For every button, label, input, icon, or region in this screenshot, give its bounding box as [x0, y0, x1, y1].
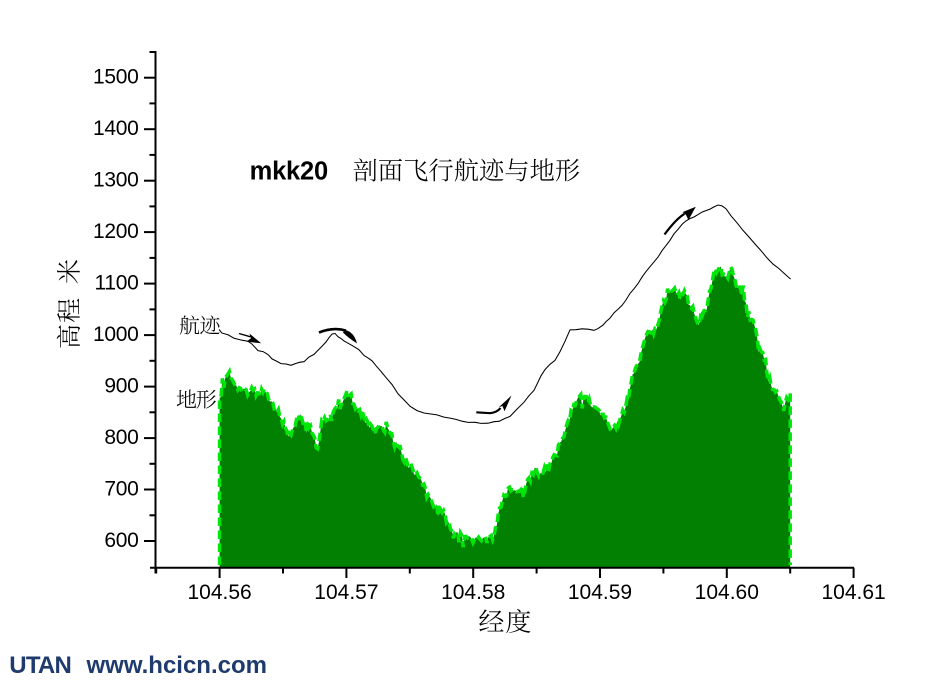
svg-text:104.57: 104.57 — [314, 581, 378, 604]
svg-text:UTAN: UTAN — [9, 652, 71, 679]
svg-text:800: 800 — [104, 426, 138, 449]
svg-text:104.60: 104.60 — [695, 581, 759, 604]
svg-text:1100: 1100 — [95, 272, 139, 295]
svg-text:1000: 1000 — [93, 323, 139, 346]
svg-text:600: 600 — [104, 529, 138, 552]
svg-text:www.hcicn.com: www.hcicn.com — [86, 652, 267, 679]
svg-text:1500: 1500 — [93, 66, 139, 89]
svg-text:900: 900 — [104, 375, 138, 398]
svg-text:104.58: 104.58 — [441, 581, 505, 604]
svg-text:1300: 1300 — [93, 169, 139, 192]
svg-text:700: 700 — [104, 478, 138, 501]
svg-text:104.59: 104.59 — [568, 581, 632, 604]
svg-text:mkk20: mkk20 — [250, 158, 328, 186]
svg-text:1400: 1400 — [93, 117, 139, 140]
svg-text:1200: 1200 — [93, 220, 139, 243]
svg-text:104.61: 104.61 — [821, 581, 885, 604]
svg-text:104.56: 104.56 — [187, 581, 251, 604]
